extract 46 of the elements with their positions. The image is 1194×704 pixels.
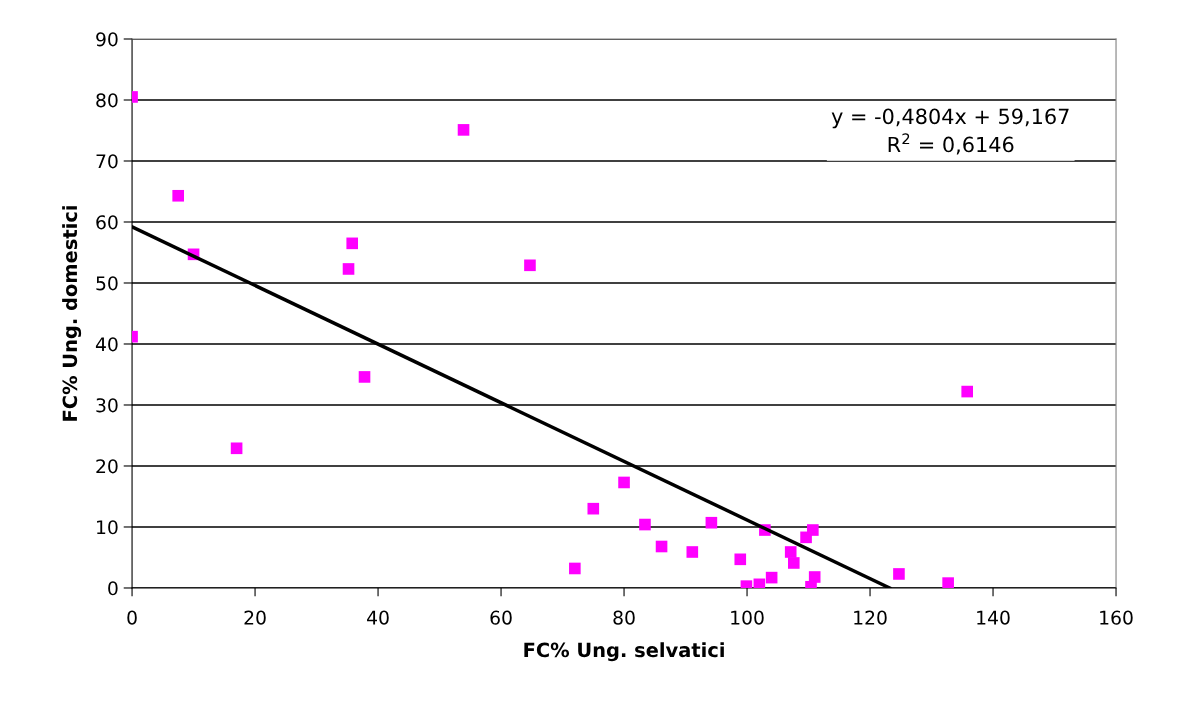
point (753, 578, 766, 588)
y-tick-label: 50 (96, 276, 118, 291)
point (587, 502, 600, 515)
point (569, 562, 581, 575)
point (942, 577, 954, 588)
x-tick-label: 100 (731, 610, 764, 625)
y-tick-label: 10 (97, 520, 118, 535)
point (524, 259, 536, 272)
x-tick-label: 120 (854, 610, 887, 625)
point (961, 385, 974, 398)
point (457, 124, 470, 136)
point (172, 189, 184, 202)
x-tick-label: 140 (977, 610, 1010, 625)
annotation: y = -0,4804x + 59,167 R$^{2}$ = 0,6146 (831, 108, 1069, 155)
point (342, 263, 355, 275)
point (893, 568, 905, 580)
x-tick-label: 160 (1100, 610, 1133, 625)
y-tick-label: 40 (95, 337, 118, 352)
x-tick-label: 80 (613, 610, 635, 625)
point (639, 518, 651, 531)
point (618, 476, 630, 489)
x-tick-label: 60 (490, 610, 512, 625)
point (765, 571, 778, 584)
point (784, 546, 797, 558)
x-tick-label: 20 (244, 610, 266, 625)
point (807, 524, 819, 536)
y-tick-label: 70 (96, 154, 118, 169)
y-tick-label: 90 (96, 32, 118, 47)
y-axis-title: FC% Ung. domestici (62, 206, 82, 421)
point (686, 546, 699, 558)
point (655, 540, 668, 553)
point (358, 371, 371, 383)
y-tick-label: 80 (96, 93, 118, 108)
point (230, 442, 243, 455)
point (787, 557, 800, 569)
point (734, 553, 747, 566)
y-tick-label: 20 (96, 459, 118, 474)
point (346, 237, 359, 250)
y-tick-label: 0 (108, 581, 118, 596)
y-tick-label: 30 (96, 398, 118, 413)
point (808, 571, 821, 583)
point (705, 516, 718, 529)
x-tick-label: 0 (127, 610, 137, 625)
y-tick-label: 60 (96, 215, 118, 230)
x-axis-title: FC% Ung. selvatici (524, 642, 724, 662)
x-tick-label: 40 (367, 610, 389, 625)
